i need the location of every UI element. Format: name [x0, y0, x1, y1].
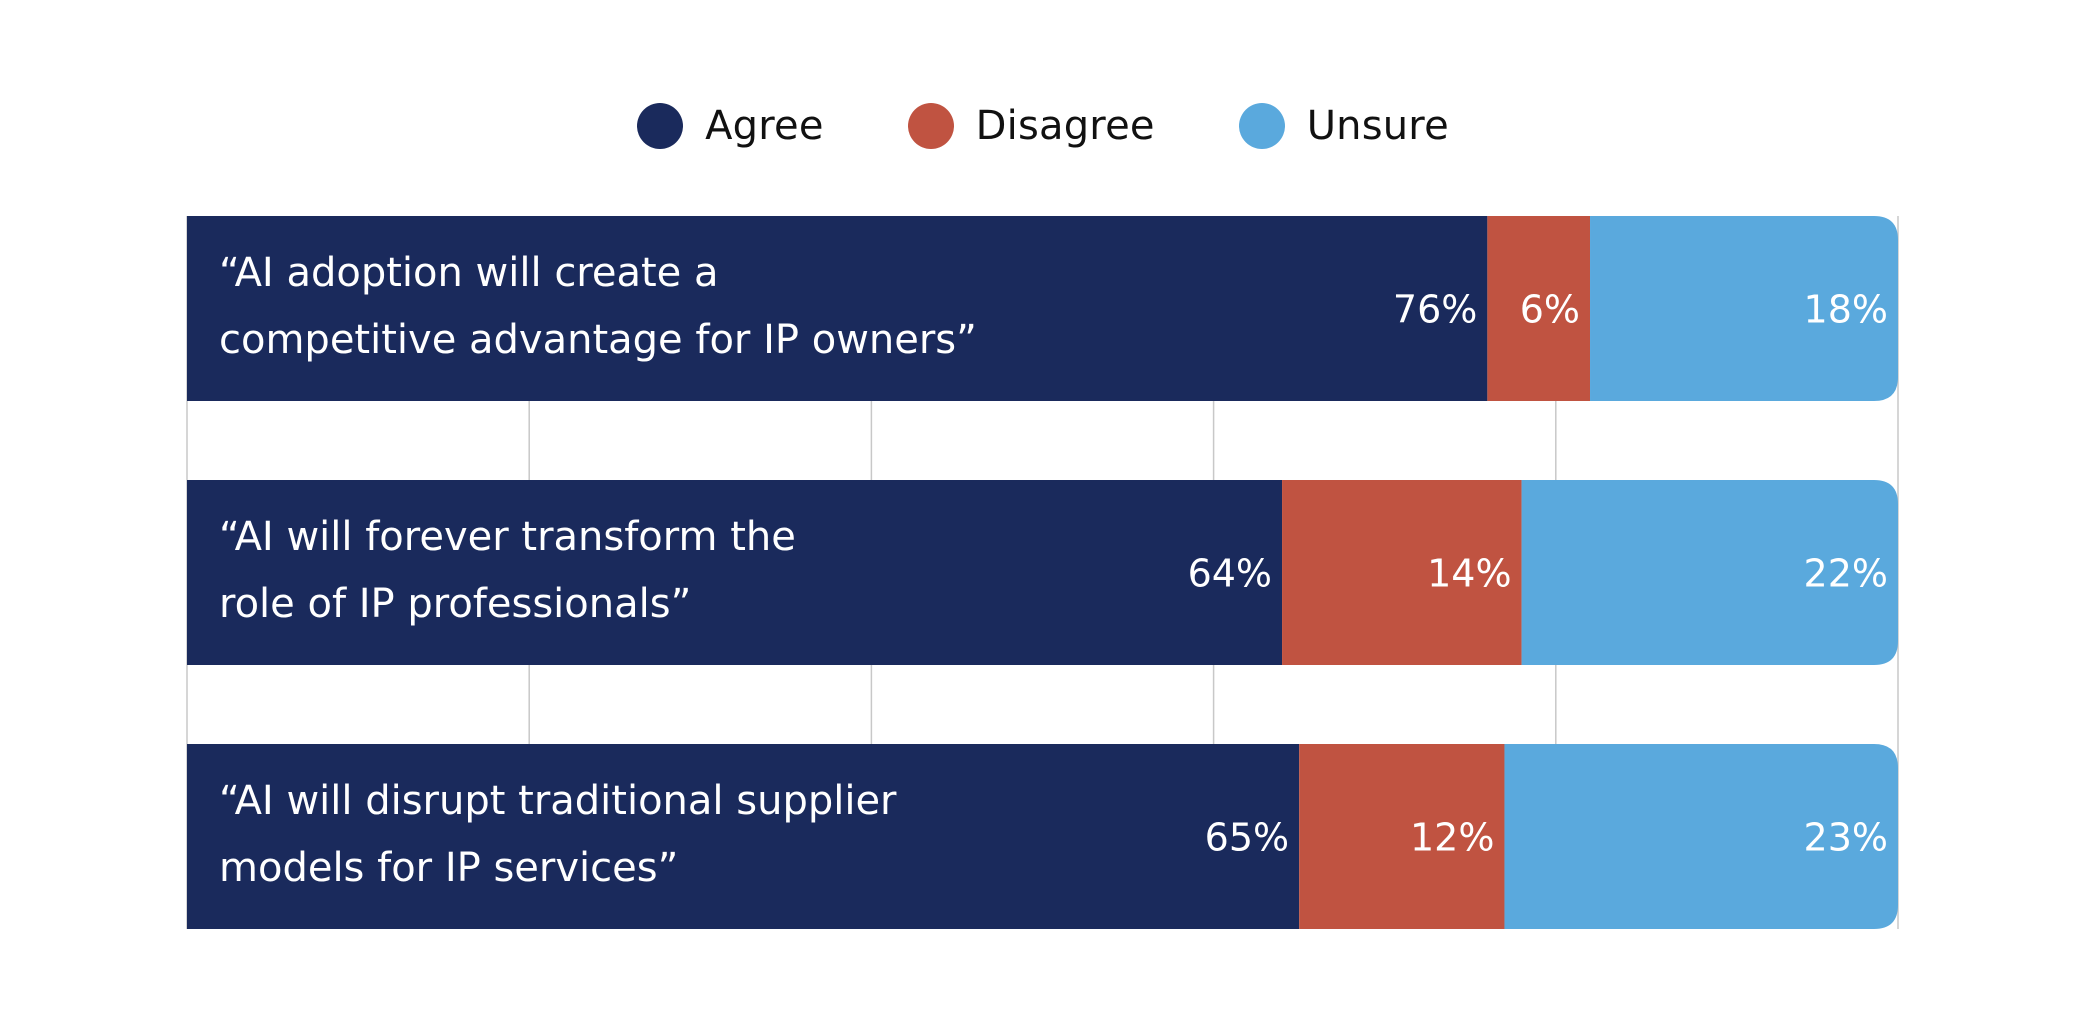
- data-label: 6%: [1520, 288, 1580, 332]
- data-label: 65%: [1205, 816, 1289, 860]
- bar-row: 64% 14% 22% “AI will forever transform the r…: [187, 480, 1898, 665]
- data-label: 64%: [1188, 552, 1272, 596]
- bar-row: 65% 12% 23% “AI will disrupt traditional su…: [187, 744, 1898, 929]
- bar-segment-agree: [187, 480, 1282, 665]
- category-label: competitive advantage for IP owners”: [219, 317, 977, 363]
- data-label: 12%: [1410, 816, 1494, 860]
- category-label: “AI adoption will create a: [219, 250, 719, 296]
- category-label: role of IP professionals”: [219, 581, 691, 627]
- bar-segment-agree: [187, 216, 1487, 401]
- bar-segment-agree: [187, 744, 1299, 929]
- category-label: “AI will disrupt traditional supplier: [219, 778, 897, 824]
- data-label: 22%: [1804, 552, 1888, 596]
- data-label: 23%: [1804, 816, 1888, 860]
- data-label: 18%: [1804, 288, 1888, 332]
- category-label: models for IP services”: [219, 845, 678, 891]
- bar-row: 76% 6% 18% “AI adoption will create a compet…: [187, 216, 1898, 401]
- category-label: “AI will forever transform the: [219, 514, 796, 560]
- data-label: 76%: [1393, 288, 1477, 332]
- data-label: 14%: [1427, 552, 1511, 596]
